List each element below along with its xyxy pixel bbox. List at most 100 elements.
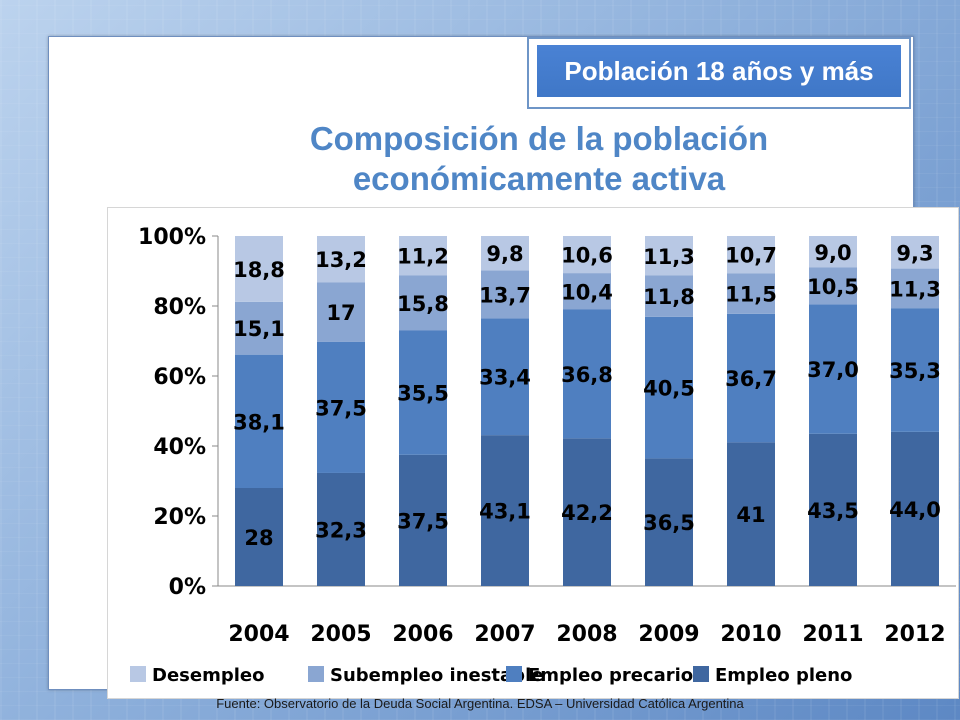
bar-segment bbox=[563, 309, 611, 439]
y-tick-label: 20% bbox=[153, 505, 206, 530]
data-label: 37,5 bbox=[315, 396, 367, 420]
x-tick-label: 2012 bbox=[884, 622, 945, 647]
data-label: 44,0 bbox=[889, 498, 941, 522]
data-label: 10,4 bbox=[561, 280, 613, 304]
bar-segment bbox=[891, 431, 939, 586]
bar-segment bbox=[399, 330, 447, 455]
data-label: 10,5 bbox=[807, 275, 859, 299]
chart-title: Composición de la población económicamen… bbox=[199, 119, 879, 199]
x-tick-label: 2009 bbox=[638, 622, 699, 647]
data-label: 13,7 bbox=[479, 283, 531, 307]
x-tick-label: 2004 bbox=[228, 622, 289, 647]
bar-segment bbox=[235, 301, 283, 355]
y-tick-label: 40% bbox=[153, 435, 206, 460]
bar-segment bbox=[481, 270, 529, 319]
y-tick-label: 100% bbox=[138, 225, 206, 250]
bar-segment bbox=[563, 273, 611, 310]
legend-label: Empleo precario bbox=[528, 665, 693, 686]
bar-segment bbox=[809, 267, 857, 305]
y-tick-label: 60% bbox=[153, 365, 206, 390]
bar-segment bbox=[891, 268, 939, 309]
stacked-bar-chart: 0% 20% 40% 60% 80% 100% 28 38,1 15,1 18,8 2004 32,3… bbox=[130, 225, 956, 686]
legend-label: Desempleo bbox=[152, 665, 264, 686]
bar-segment bbox=[481, 435, 529, 586]
data-label: 36,5 bbox=[643, 511, 695, 535]
bar-segment bbox=[235, 354, 283, 488]
bar-segment bbox=[727, 442, 775, 586]
bar-segment bbox=[235, 236, 283, 302]
bar-segment bbox=[235, 488, 283, 586]
data-label: 11,3 bbox=[643, 245, 695, 269]
bar-segment bbox=[399, 454, 447, 586]
bar-segment bbox=[809, 433, 857, 586]
x-tick-label: 2006 bbox=[392, 622, 453, 647]
legend-swatch bbox=[130, 666, 146, 682]
legend-swatch bbox=[308, 666, 324, 682]
data-label: 15,8 bbox=[397, 292, 449, 316]
data-label: 32,3 bbox=[315, 518, 367, 542]
data-label: 43,1 bbox=[479, 500, 531, 524]
bar-segment bbox=[481, 236, 529, 271]
data-label: 11,2 bbox=[397, 245, 449, 269]
bar-segment bbox=[645, 458, 693, 586]
bar-segment bbox=[317, 472, 365, 586]
data-label: 38,1 bbox=[233, 410, 285, 434]
x-tick-label: 2008 bbox=[556, 622, 617, 647]
data-label: 11,8 bbox=[643, 285, 695, 309]
bar-segment bbox=[809, 304, 857, 434]
legend-label: Empleo pleno bbox=[715, 665, 852, 686]
bar-segment bbox=[563, 438, 611, 586]
data-label: 13,2 bbox=[315, 248, 367, 272]
slide: Población 18 años y más Composición de l… bbox=[48, 36, 959, 699]
data-label: 11,3 bbox=[889, 277, 941, 301]
x-tick-label: 2007 bbox=[474, 622, 535, 647]
bar-segment bbox=[481, 318, 529, 436]
y-tick-label: 0% bbox=[169, 575, 206, 600]
data-label: 11,5 bbox=[725, 283, 777, 307]
title-line-2: económicamente activa bbox=[352, 160, 726, 197]
bar-segment bbox=[891, 236, 939, 269]
bar-segment bbox=[317, 282, 365, 342]
chart-area: 0% 20% 40% 60% 80% 100% 28 38,1 15,1 18,8 2004 32,3… bbox=[107, 207, 959, 699]
data-label: 36,7 bbox=[725, 367, 777, 391]
source-note: Fuente: Observatorio de la Deuda Social … bbox=[216, 696, 744, 711]
data-label: 43,5 bbox=[807, 499, 859, 523]
legend-swatch bbox=[693, 666, 709, 682]
data-label: 35,3 bbox=[889, 359, 941, 383]
bar-segment bbox=[891, 308, 939, 432]
data-label: 15,1 bbox=[233, 317, 285, 341]
data-label: 17 bbox=[326, 301, 355, 325]
data-label: 10,7 bbox=[725, 244, 777, 268]
data-label: 42,2 bbox=[561, 501, 613, 525]
data-label: 9,8 bbox=[486, 242, 523, 266]
bar-segment bbox=[645, 316, 693, 459]
legend-swatch bbox=[506, 666, 522, 682]
data-label: 9,0 bbox=[814, 241, 851, 265]
data-label: 37,0 bbox=[807, 358, 859, 382]
x-tick-label: 2010 bbox=[720, 622, 781, 647]
bar-segment bbox=[399, 275, 447, 331]
bar-segment bbox=[727, 236, 775, 274]
badge: Población 18 años y más bbox=[527, 37, 911, 109]
legend-label: Subempleo inestable bbox=[330, 665, 543, 686]
bar-segment bbox=[317, 236, 365, 283]
x-tick-label: 2005 bbox=[310, 622, 371, 647]
data-label: 10,6 bbox=[561, 244, 613, 268]
bar-segment bbox=[317, 341, 365, 473]
bar-segment bbox=[727, 313, 775, 443]
y-tick-label: 80% bbox=[153, 295, 206, 320]
bar-segment bbox=[645, 236, 693, 276]
bar-segment bbox=[563, 236, 611, 274]
data-label: 37,5 bbox=[397, 509, 449, 533]
data-label: 9,3 bbox=[896, 241, 933, 265]
bar-segment bbox=[645, 275, 693, 317]
x-tick-label: 2011 bbox=[802, 622, 863, 647]
data-label: 41 bbox=[736, 503, 765, 527]
bar-segment bbox=[809, 236, 857, 268]
title-line-1: Composición de la población bbox=[309, 120, 769, 157]
bar-segment bbox=[727, 273, 775, 314]
data-label: 33,4 bbox=[479, 366, 531, 390]
badge-label: Población 18 años y más bbox=[535, 43, 903, 99]
data-label: 28 bbox=[244, 526, 273, 550]
data-label: 35,5 bbox=[397, 382, 449, 406]
